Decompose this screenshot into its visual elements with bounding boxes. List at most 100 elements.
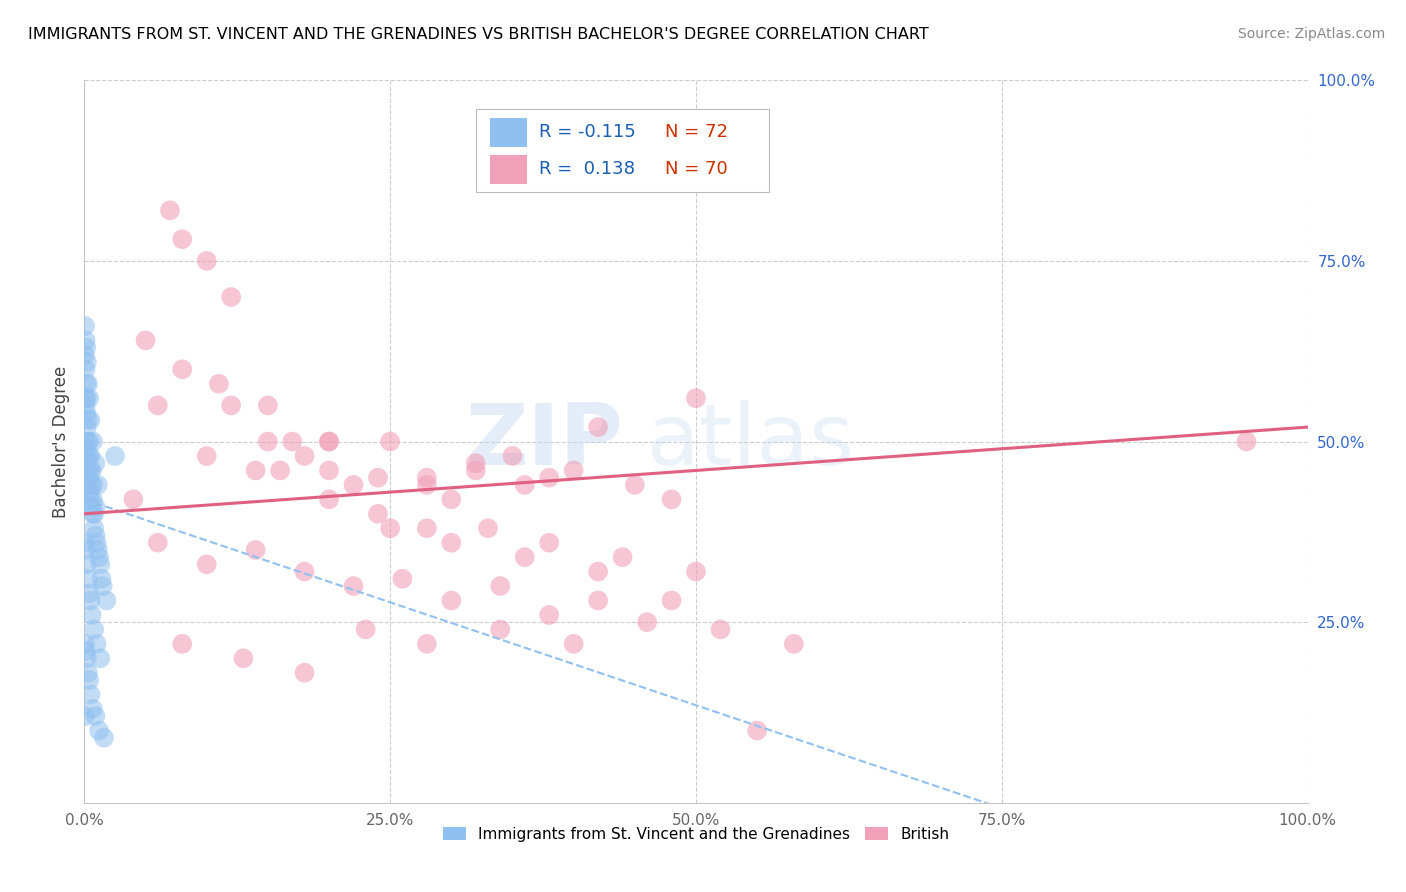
- Text: N = 70: N = 70: [665, 161, 728, 178]
- Point: [172, 232, 194, 246]
- Point: [77, 478, 100, 492]
- Point: [77, 391, 100, 405]
- Point: [586, 420, 609, 434]
- Point: [89, 651, 111, 665]
- Point: [783, 637, 806, 651]
- Point: [159, 203, 181, 218]
- Point: [294, 449, 316, 463]
- Point: [75, 406, 97, 420]
- Point: [89, 558, 111, 572]
- Bar: [491, 154, 527, 184]
- Point: [513, 550, 536, 565]
- Legend: Immigrants from St. Vincent and the Grenadines, British: Immigrants from St. Vincent and the Gren…: [434, 819, 957, 849]
- Point: [416, 521, 439, 535]
- Point: [562, 637, 585, 651]
- Point: [76, 391, 98, 405]
- Point: [391, 572, 413, 586]
- Point: [146, 535, 169, 549]
- Point: [80, 463, 103, 477]
- Point: [477, 521, 499, 535]
- Bar: [491, 118, 527, 147]
- Point: [318, 434, 340, 449]
- Point: [416, 470, 439, 484]
- Point: [73, 709, 96, 723]
- Point: [538, 607, 561, 622]
- Point: [87, 723, 110, 738]
- Point: [75, 334, 97, 348]
- Point: [84, 456, 107, 470]
- Point: [380, 521, 402, 535]
- Point: [586, 565, 609, 579]
- Text: atlas: atlas: [647, 400, 855, 483]
- Point: [77, 413, 100, 427]
- FancyBboxPatch shape: [475, 109, 769, 193]
- Point: [245, 542, 267, 557]
- Text: N = 72: N = 72: [665, 123, 728, 141]
- Point: [195, 558, 218, 572]
- Point: [77, 485, 100, 500]
- Point: [489, 579, 512, 593]
- Point: [586, 593, 609, 607]
- Point: [77, 449, 100, 463]
- Point: [257, 398, 280, 412]
- Point: [294, 665, 316, 680]
- Point: [232, 651, 254, 665]
- Point: [76, 355, 98, 369]
- Point: [75, 398, 97, 412]
- Point: [76, 420, 98, 434]
- Point: [104, 449, 127, 463]
- Text: R =  0.138: R = 0.138: [540, 161, 636, 178]
- Point: [77, 376, 100, 391]
- Point: [502, 449, 524, 463]
- Point: [562, 463, 585, 477]
- Point: [440, 492, 463, 507]
- Point: [87, 542, 110, 557]
- Point: [367, 507, 389, 521]
- Point: [84, 528, 107, 542]
- Point: [380, 434, 402, 449]
- Point: [208, 376, 231, 391]
- Point: [86, 637, 108, 651]
- Point: [269, 463, 291, 477]
- Point: [342, 579, 364, 593]
- Point: [84, 709, 107, 723]
- Point: [747, 723, 769, 738]
- Point: [661, 593, 683, 607]
- Point: [77, 665, 100, 680]
- Point: [83, 623, 105, 637]
- Point: [195, 449, 218, 463]
- Point: [146, 398, 169, 412]
- Point: [612, 550, 634, 565]
- Point: [318, 492, 340, 507]
- Point: [73, 637, 96, 651]
- Point: [489, 623, 512, 637]
- Point: [73, 318, 96, 333]
- Text: IMMIGRANTS FROM ST. VINCENT AND THE GRENADINES VS BRITISH BACHELOR'S DEGREE CORR: IMMIGRANTS FROM ST. VINCENT AND THE GREN…: [28, 27, 929, 42]
- Point: [79, 413, 101, 427]
- Point: [83, 521, 105, 535]
- Point: [76, 651, 98, 665]
- Point: [73, 434, 96, 449]
- Point: [83, 507, 105, 521]
- Point: [636, 615, 658, 630]
- Point: [75, 376, 97, 391]
- Point: [82, 434, 104, 449]
- Point: [82, 507, 104, 521]
- Point: [294, 565, 316, 579]
- Point: [624, 478, 647, 492]
- Point: [77, 434, 100, 449]
- Point: [464, 463, 486, 477]
- Point: [245, 463, 267, 477]
- Point: [257, 434, 280, 449]
- Point: [75, 362, 97, 376]
- Point: [318, 463, 340, 477]
- Point: [76, 558, 98, 572]
- Point: [513, 478, 536, 492]
- Point: [80, 500, 103, 514]
- Point: [75, 449, 97, 463]
- Point: [80, 478, 103, 492]
- Point: [96, 593, 118, 607]
- Point: [82, 702, 104, 716]
- Point: [79, 687, 101, 701]
- Point: [87, 550, 110, 565]
